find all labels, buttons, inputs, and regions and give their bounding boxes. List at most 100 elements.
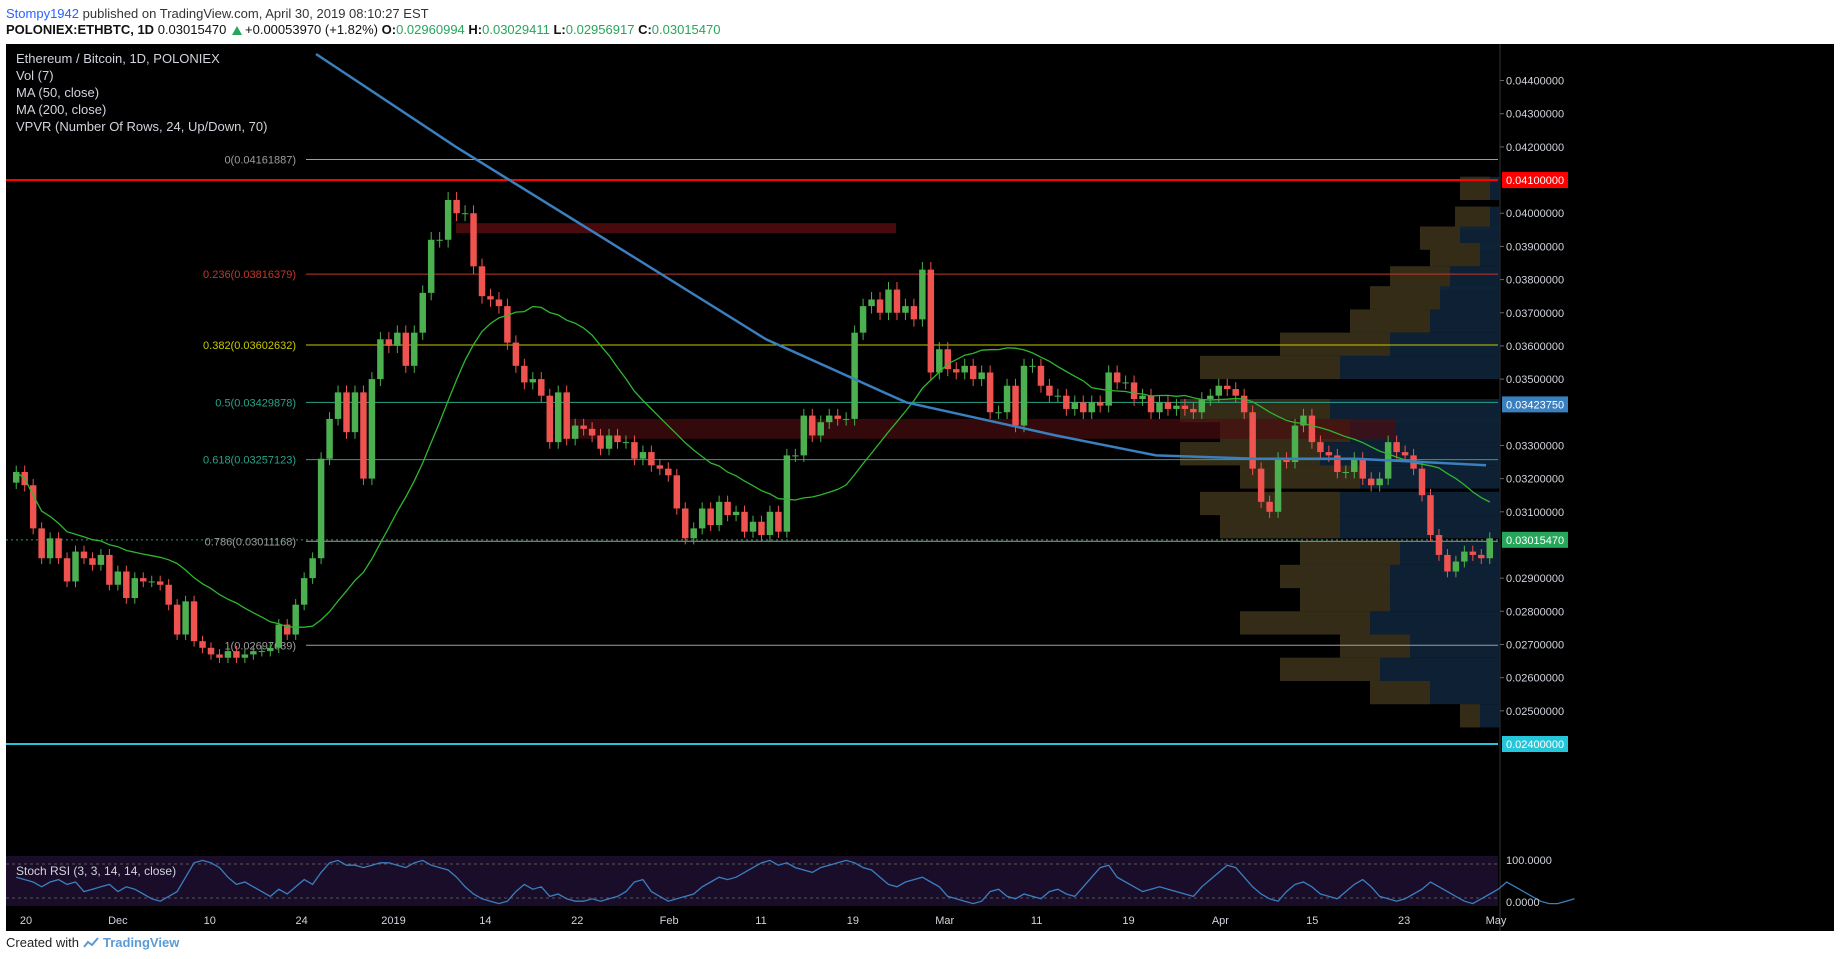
vpvr-bar-up <box>1280 564 1390 589</box>
fib-label: 0.382(0.03602632) <box>203 340 296 352</box>
vpvr-bar-up <box>1180 399 1330 423</box>
price-axis-label: 0.04200000 <box>1506 142 1564 154</box>
candle-body <box>1156 402 1163 413</box>
candle-body <box>715 501 723 526</box>
vpvr-bar-up <box>1300 541 1400 565</box>
candle-body <box>1393 442 1400 453</box>
candle-body <box>1359 458 1366 479</box>
candle-body <box>267 647 274 652</box>
candle-body <box>351 392 359 433</box>
vpvr-bar-up <box>1340 634 1410 658</box>
price-axis-label: 0.04100000 <box>1506 175 1564 187</box>
legend-vol: Vol (7) <box>16 68 54 83</box>
candle-body <box>360 392 367 479</box>
candle-body <box>961 365 968 373</box>
candle-body <box>749 521 757 532</box>
chart-area[interactable]: 0(0.04161887) 0.236(0.03816379) 0.382(0.03… <box>6 44 1834 931</box>
candle-body <box>89 558 96 565</box>
candle-body <box>377 339 384 380</box>
time-axis-label: 20 <box>20 915 32 927</box>
candle-body <box>156 581 164 585</box>
candle-body <box>876 299 884 313</box>
candle-body <box>283 624 291 635</box>
candle-body <box>868 299 875 307</box>
candle-body <box>1215 385 1223 396</box>
candle-body <box>453 199 460 214</box>
candle-body <box>521 365 528 383</box>
candle-body <box>1478 554 1485 559</box>
publish-header: Stompy1942 published on TradingView.com,… <box>0 0 1840 44</box>
candle-body <box>851 332 858 419</box>
candle-body <box>1461 551 1468 562</box>
candle-body <box>427 239 435 293</box>
candle-body <box>656 465 664 469</box>
low-label: L: <box>553 22 566 37</box>
vpvr-bar-up <box>1240 611 1370 635</box>
price-axis-label: 0.03015470 <box>1506 535 1564 547</box>
price-chart[interactable]: 0(0.04161887) 0.236(0.03816379) 0.382(0.03… <box>6 44 1834 931</box>
price-axis-label: 0.03800000 <box>1506 275 1564 287</box>
vpvr-bar-up <box>1430 243 1480 267</box>
vpvr-bar-up <box>1280 657 1380 681</box>
candle-body <box>538 379 545 396</box>
candle-body <box>953 369 960 373</box>
candle-body <box>106 554 113 585</box>
candle-body <box>148 581 155 583</box>
tradingview-brand[interactable]: TradingView <box>102 935 180 950</box>
candle-body <box>1266 501 1273 512</box>
candle-body <box>1088 402 1095 413</box>
candle-body <box>436 239 443 241</box>
candle-body <box>1257 468 1265 502</box>
price-axis-label: 0.04400000 <box>1506 76 1564 88</box>
candle-body <box>1105 372 1112 406</box>
candle-body <box>732 511 740 516</box>
candle-body <box>1198 399 1206 413</box>
candle-body <box>1342 471 1350 473</box>
fib-label: 0.786(0.03011168) <box>205 536 296 548</box>
candle-body <box>1122 382 1129 384</box>
vpvr-bar-up <box>1370 680 1430 705</box>
candle-body <box>775 511 782 532</box>
candle-body <box>233 651 240 658</box>
time-axis-label: Dec <box>108 915 128 927</box>
candle-body <box>825 415 833 423</box>
price-axis-label: 0.03100000 <box>1506 507 1564 519</box>
candle-body <box>1012 385 1019 426</box>
candle-body <box>326 418 333 459</box>
candle-body <box>165 584 172 605</box>
candle-body <box>470 213 477 267</box>
candle-body <box>665 468 672 476</box>
candle-body <box>809 415 816 436</box>
candle-body <box>334 392 342 419</box>
candle-body <box>1486 538 1493 559</box>
candle-body <box>1139 395 1146 399</box>
candle-body <box>224 651 232 658</box>
candle-body <box>72 551 79 582</box>
candle-body <box>1020 365 1028 426</box>
candle-body <box>800 415 808 456</box>
fib-label: 0(0.04161887) <box>224 155 296 167</box>
candle-body <box>411 332 418 366</box>
candle-body <box>893 289 901 313</box>
candle-body <box>1283 458 1290 463</box>
author-link[interactable]: Stompy1942 <box>6 6 79 21</box>
price-axis-tag <box>1502 396 1568 413</box>
candle-body <box>182 601 189 635</box>
time-axis-label: May <box>1486 915 1507 927</box>
candle-body <box>995 412 1002 414</box>
vpvr-bar-up <box>1220 515 1340 539</box>
time-axis-label: 11 <box>755 915 766 927</box>
candle-body <box>902 306 909 313</box>
candle-body <box>1096 402 1104 406</box>
time-axis-label: 14 <box>479 915 491 927</box>
candle-body <box>478 266 486 297</box>
candle-body <box>97 554 105 565</box>
candle-body <box>114 571 122 585</box>
candle-body <box>936 349 943 373</box>
published-text: published on TradingView.com, April 30, … <box>82 6 429 21</box>
price-axis-label: 0.02500000 <box>1506 706 1564 718</box>
candle-body <box>419 292 426 333</box>
candle-body <box>1376 478 1383 486</box>
candle-body <box>29 485 37 529</box>
candle-body <box>1232 389 1239 396</box>
